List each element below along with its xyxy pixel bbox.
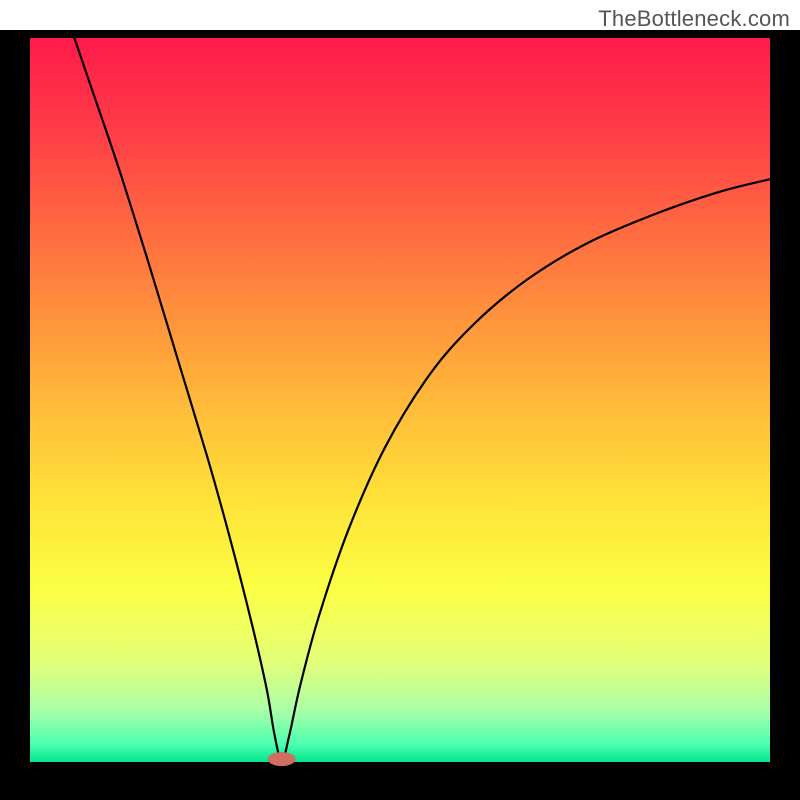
optimal-marker bbox=[268, 752, 296, 766]
watermark-text: TheBottleneck.com bbox=[598, 6, 790, 32]
plot-background bbox=[30, 38, 770, 762]
chart-container: TheBottleneck.com bbox=[0, 0, 800, 800]
bottleneck-chart bbox=[0, 0, 800, 800]
